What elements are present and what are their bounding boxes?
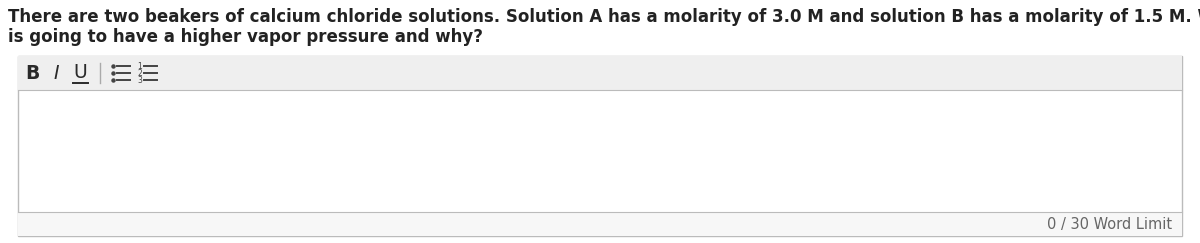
Text: There are two beakers of calcium chloride solutions. Solution A has a molarity o: There are two beakers of calcium chlorid… [8, 8, 1200, 26]
Bar [18, 56, 1182, 90]
Text: B: B [25, 63, 40, 83]
Text: I: I [53, 63, 59, 83]
Text: U: U [73, 62, 86, 81]
Bar [18, 56, 1182, 236]
Text: is going to have a higher vapor pressure and why?: is going to have a higher vapor pressure… [8, 28, 482, 46]
Text: 0 / 30 Word Limit: 0 / 30 Word Limit [1046, 217, 1172, 232]
Text: 1: 1 [138, 61, 143, 70]
Text: 2: 2 [138, 69, 143, 78]
Text: 3: 3 [138, 76, 143, 85]
Bar [18, 212, 1182, 236]
